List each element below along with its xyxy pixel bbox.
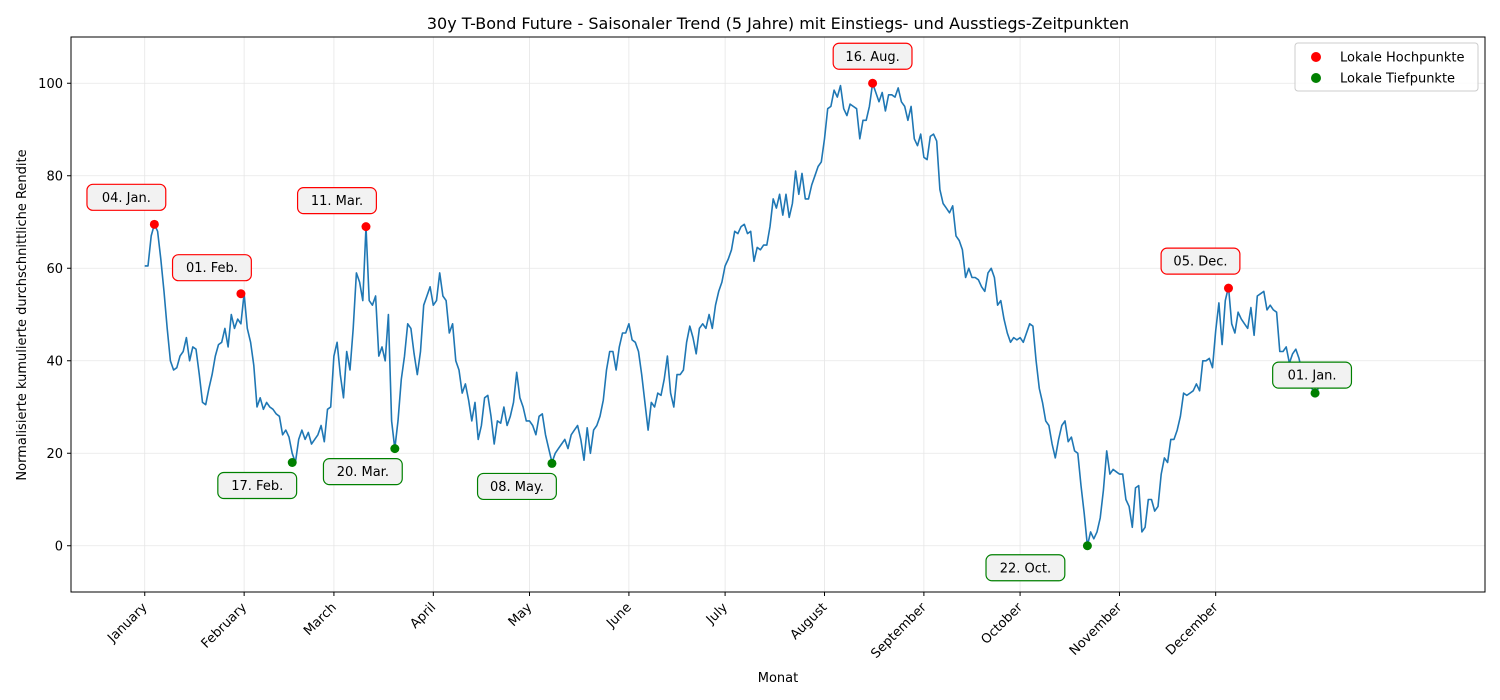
high-annotation-box [171,254,252,282]
high-annotation-label: 05. Dec. [1173,255,1227,270]
y-tick-label: 20 [46,447,63,462]
y-tick-label: 0 [55,539,63,554]
low-point-marker [1310,388,1320,398]
y-tick-label: 40 [46,354,63,369]
y-tick-label: 80 [46,169,63,184]
high-annotation-box [296,187,377,215]
grid [71,37,1485,592]
y-axis: 0 20 40 60 80 100 [38,77,71,554]
x-axis: January February March April May June July Augu… [104,592,1222,662]
chart-title: 30y T-Bond Future - Saisonaler Trend (5 … [427,14,1129,33]
x-tick-label: February [199,600,251,652]
x-tick-label: September [868,600,930,662]
low-annotation-box [985,554,1066,582]
plot-area [70,36,1486,593]
x-tick-label: March [301,600,340,639]
y-tick-label: 100 [38,77,63,92]
high-annotation-label: 16. Aug. [845,50,899,65]
high-annotation-label: 01. Feb. [186,261,238,276]
legend: Lokale Hochpunkte Lokale Tiefpunkte [1294,42,1479,92]
y-tick-label: 60 [46,262,63,277]
legend-label-lows: Lokale Tiefpunkte [1340,72,1455,87]
low-point-marker [287,458,297,467]
high-point-marker [149,219,159,229]
low-annotation-label: 08. May. [490,480,544,495]
x-tick-label: December [1163,600,1222,659]
x-tick-label: July [703,600,731,628]
y-axis-label: Normalisierte kumulierte durchschnittlic… [15,149,30,480]
low-annotation-label: 22. Oct. [1000,561,1051,576]
high-annotation-label: 04. Jan. [102,191,151,206]
legend-label-highs: Lokale Hochpunkte [1340,51,1464,66]
x-tick-label: October [979,600,1027,648]
low-annotation-label: 20. Mar. [337,465,389,480]
legend-box [1294,42,1479,92]
high-annotation-box [1160,247,1241,275]
low-annotation-box [1272,361,1353,389]
low-annotation-label: 01. Jan. [1288,369,1337,384]
x-tick-label: May [506,600,536,630]
high-point-marker [361,222,371,232]
legend-marker-lows [1311,73,1321,83]
x-tick-label: June [603,600,634,631]
x-tick-label: April [408,600,440,632]
low-point-marker [390,444,400,454]
high-point-marker [1223,283,1233,293]
x-axis-label: Monat [758,671,798,686]
low-point-marker [1082,541,1092,551]
high-annotation-box [832,42,913,70]
low-point-marker [547,458,557,468]
low-annotation-box [217,471,298,500]
markers [149,78,1320,551]
high-annotation-box [86,183,167,211]
series-line [144,82,1319,547]
low-annotation-box [322,458,403,486]
high-annotation-label: 11. Mar. [311,194,363,209]
high-point-marker [868,78,878,88]
low-annotation-box [476,472,557,501]
x-tick-label: August [788,600,831,643]
x-tick-label: November [1067,600,1126,659]
legend-marker-highs [1311,52,1321,62]
x-tick-label: January [104,600,150,646]
high-point-marker [236,289,246,299]
low-annotation-label: 17. Feb. [231,479,283,494]
annotations: 04. Jan. 01. Feb. 11. Mar. 16. Aug. 05. Dec.… [86,42,1353,582]
